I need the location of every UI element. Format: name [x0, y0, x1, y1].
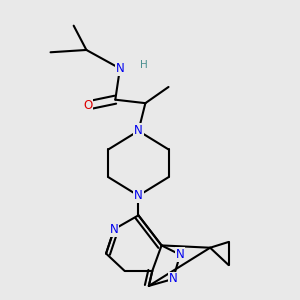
Text: H: H: [140, 60, 148, 70]
Text: O: O: [83, 99, 92, 112]
Text: N: N: [176, 248, 184, 261]
Text: N: N: [110, 223, 118, 236]
Text: N: N: [169, 272, 178, 286]
Text: N: N: [134, 189, 143, 202]
Text: N: N: [134, 124, 143, 137]
Text: N: N: [116, 62, 124, 75]
